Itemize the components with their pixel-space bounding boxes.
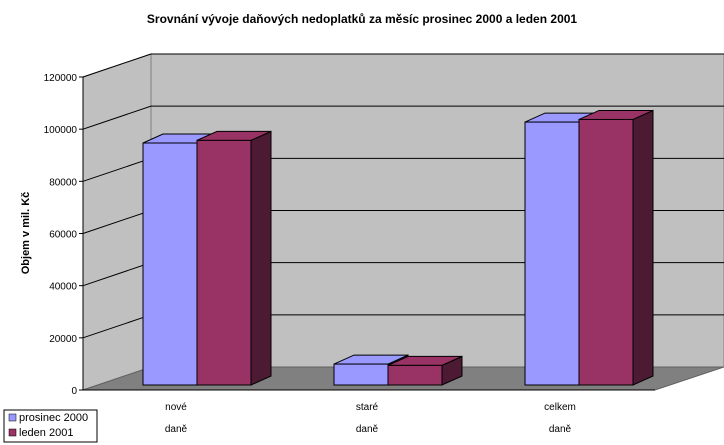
legend-swatch-leden-2001 bbox=[8, 428, 17, 437]
y-tick-label: 80000 bbox=[49, 177, 77, 188]
chart-title: Srovnání vývoje daňových nedoplatků za m… bbox=[147, 12, 578, 26]
legend-swatch-prosinec-2000 bbox=[8, 413, 17, 422]
x-category-label: nové bbox=[165, 402, 187, 413]
y-axis-label: Objem v mil. Kč bbox=[20, 192, 32, 275]
x-category-label: daně bbox=[165, 424, 188, 435]
bar-leden-2001-1 bbox=[387, 355, 463, 386]
y-tick-label: 120000 bbox=[44, 73, 78, 84]
x-category-label: staré bbox=[356, 402, 379, 413]
gridline bbox=[82, 105, 724, 130]
y-tick-label: 100000 bbox=[44, 125, 78, 136]
x-category-label: celkem bbox=[544, 402, 576, 413]
y-tick-label: 60000 bbox=[49, 230, 77, 241]
legend-label-leden-2001: leden 2001 bbox=[19, 427, 73, 439]
bar-leden-2001-2 bbox=[578, 109, 654, 386]
gridline bbox=[82, 53, 724, 78]
y-tick-label: 20000 bbox=[49, 334, 77, 345]
legend-label-prosinec-2000: prosinec 2000 bbox=[19, 412, 88, 424]
y-tick-label: 0 bbox=[71, 386, 77, 397]
x-category-label: daně bbox=[356, 424, 379, 435]
y-tick-label: 40000 bbox=[49, 282, 77, 293]
x-category-label: daně bbox=[549, 424, 572, 435]
legend: prosinec 2000 leden 2001 bbox=[3, 409, 98, 443]
bar-leden-2001-0 bbox=[196, 130, 272, 386]
